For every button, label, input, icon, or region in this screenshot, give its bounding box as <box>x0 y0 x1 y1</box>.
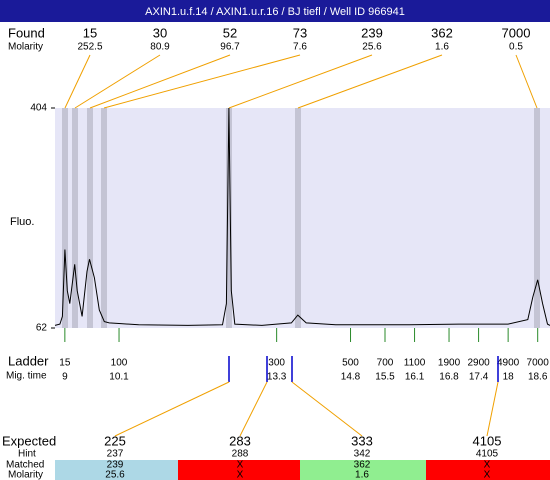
expected-connector <box>239 381 268 437</box>
ladder-size: 100 <box>111 358 128 369</box>
found-size: 30 <box>153 25 167 40</box>
matched-value: 362 <box>354 460 371 471</box>
expected-connector <box>291 381 363 437</box>
found-size: 7000 <box>502 25 531 40</box>
found-molarity: 80.9 <box>150 42 170 53</box>
ladder-time: 16.8 <box>439 372 459 383</box>
matched-cell <box>426 460 550 480</box>
ladder-size: 2900 <box>467 358 490 369</box>
found-size: 73 <box>293 25 307 40</box>
found-size: 239 <box>361 25 383 40</box>
ladder-time: 18 <box>503 372 515 383</box>
ladder-time: 18.6 <box>528 372 548 383</box>
found-label: Found <box>8 25 45 40</box>
ladder-time: 9 <box>62 372 68 383</box>
molarity-value: 1.6 <box>355 470 369 480</box>
ladder-size: 300 <box>268 358 285 369</box>
plot-area <box>55 108 550 328</box>
trace <box>54 107 550 326</box>
peak-connector <box>515 54 538 109</box>
found-molarity: 252.5 <box>77 42 102 53</box>
expected-value: 225 <box>104 433 126 448</box>
found-molarity: 1.6 <box>435 42 449 53</box>
ladder-label: Ladder <box>8 353 49 368</box>
peak-connector <box>64 54 91 109</box>
ladder-size: 1100 <box>404 358 426 369</box>
found-size: 52 <box>223 25 237 40</box>
peak-band <box>62 108 68 328</box>
found-molarity-label: Molarity <box>8 42 43 53</box>
ladder-size: 700 <box>377 358 394 369</box>
ladder-time: 13.3 <box>267 372 287 383</box>
peak-connector <box>228 54 373 109</box>
peak-band <box>87 108 93 328</box>
found-molarity: 96.7 <box>220 42 240 53</box>
peak-band <box>72 108 78 328</box>
ladder-time: 16.1 <box>405 372 425 383</box>
title-bar <box>0 0 550 22</box>
found-size: 362 <box>431 25 453 40</box>
peak-connector <box>297 54 443 109</box>
molarity-cell <box>55 470 178 480</box>
hint-label: Hint <box>18 449 36 460</box>
expected-value: 283 <box>229 433 251 448</box>
mig-time-label: Mig. time <box>6 371 47 382</box>
expected-value: 4105 <box>473 433 502 448</box>
expected-value: 333 <box>351 433 373 448</box>
matched-value: 239 <box>107 460 124 471</box>
y-tick-label: 62 <box>36 323 48 334</box>
ladder-size: 15 <box>59 358 71 369</box>
molarity-value: X <box>237 470 244 480</box>
matched-cell <box>300 460 426 480</box>
ladder-time: 17.4 <box>469 372 489 383</box>
hint-value: 4105 <box>476 449 499 460</box>
ladder-size: 1900 <box>438 358 461 369</box>
found-size: 15 <box>83 25 97 40</box>
peak-band <box>226 108 232 328</box>
ladder-size: 7000 <box>527 358 550 369</box>
ladder-size: 4900 <box>497 358 520 369</box>
ladder-size: 500 <box>342 358 359 369</box>
matched-value: X <box>484 460 491 471</box>
peak-connector <box>103 54 301 109</box>
expected-label: Expected <box>2 433 56 448</box>
hint-value: 237 <box>107 449 124 460</box>
found-molarity: 25.6 <box>362 42 382 53</box>
molarity-value: 25.6 <box>105 470 125 480</box>
matched-value: X <box>237 460 244 471</box>
expected-connector <box>486 381 499 437</box>
title: AXIN1.u.f.14 / AXIN1.u.r.16 / BJ tiefl /… <box>145 6 405 18</box>
expected-connector <box>114 381 230 437</box>
peak-band <box>534 108 540 328</box>
expected-molarity-label: Molarity <box>8 470 43 480</box>
ladder-time: 14.8 <box>341 372 361 383</box>
molarity-value: X <box>484 470 491 480</box>
hint-value: 288 <box>232 449 249 460</box>
found-molarity: 0.5 <box>509 42 523 53</box>
peak-connector <box>74 54 161 109</box>
peak-band <box>295 108 301 328</box>
found-molarity: 7.6 <box>293 42 307 53</box>
ladder-time: 10.1 <box>109 372 129 383</box>
matched-cell <box>55 460 178 470</box>
matched-label: Matched <box>6 460 44 471</box>
y-tick-label: 404 <box>30 103 47 114</box>
ladder-time: 15.5 <box>375 372 395 383</box>
peak-connector <box>89 54 231 109</box>
matched-cell <box>178 460 300 480</box>
hint-value: 342 <box>354 449 371 460</box>
y-axis-label: Fluo. <box>10 216 34 228</box>
peak-band <box>101 108 107 328</box>
